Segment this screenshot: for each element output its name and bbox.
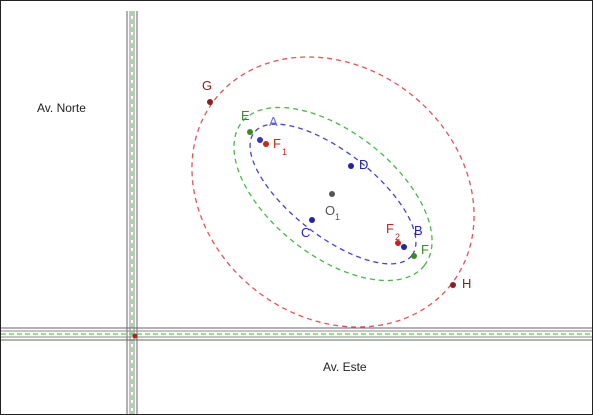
- point-a[interactable]: [257, 137, 263, 143]
- label-h: H: [462, 276, 471, 291]
- label-a: A: [269, 114, 278, 129]
- point-h[interactable]: [450, 282, 456, 288]
- label-f2-sub: 2: [395, 232, 400, 242]
- label-c: C: [301, 225, 310, 240]
- label-o1: O: [325, 203, 335, 218]
- label-d: D: [359, 157, 368, 172]
- point-e[interactable]: [247, 129, 253, 135]
- av-este-label: Av. Este: [323, 360, 367, 374]
- point-f[interactable]: [411, 253, 417, 259]
- point-o1[interactable]: [329, 191, 335, 197]
- point-f1[interactable]: [263, 141, 269, 147]
- label-f1: F: [273, 136, 281, 151]
- av-este-road: [1, 327, 592, 341]
- label-f2: F: [386, 221, 394, 236]
- label-b: B: [414, 223, 423, 238]
- label-f1-sub: 1: [282, 147, 287, 157]
- av-norte-road: [126, 11, 138, 414]
- label-g: G: [202, 78, 212, 93]
- label-e: E: [241, 108, 250, 123]
- point-g[interactable]: [207, 99, 213, 105]
- av-norte-label: Av. Norte: [37, 101, 86, 115]
- label-o1-sub: 1: [335, 212, 340, 222]
- point-b[interactable]: [401, 244, 407, 250]
- point-origin[interactable]: [132, 333, 138, 339]
- label-f: F: [421, 242, 429, 257]
- point-f2[interactable]: [395, 240, 401, 246]
- point-d[interactable]: [348, 163, 354, 169]
- ellipse-middle-green: [233, 106, 433, 282]
- point-c[interactable]: [309, 217, 315, 223]
